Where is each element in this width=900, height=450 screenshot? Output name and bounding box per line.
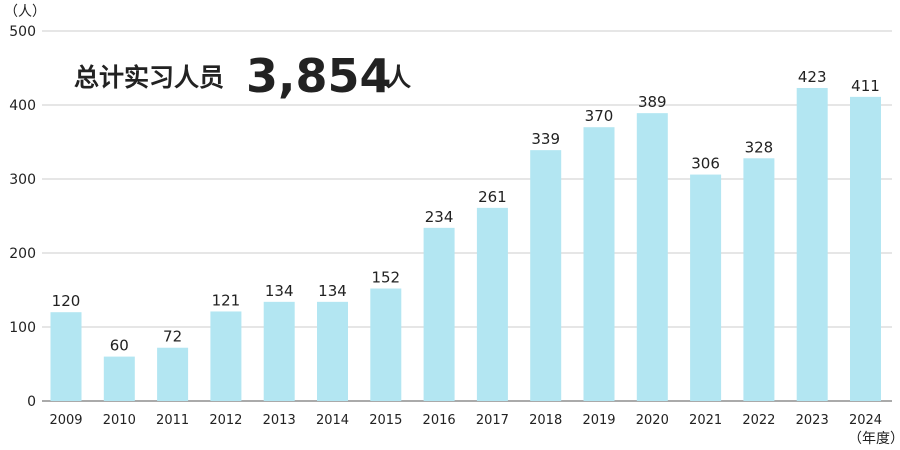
bar-value-label: 423 [798, 68, 827, 86]
bar-value-label: 234 [425, 208, 454, 226]
x-tick-label: 2011 [156, 413, 189, 428]
x-tick-label: 2023 [796, 413, 829, 428]
x-tick-label: 2018 [529, 413, 562, 428]
bar-value-label: 261 [478, 188, 507, 206]
bar-value-label: 370 [585, 107, 614, 125]
bar [317, 301, 348, 401]
x-tick-label: 2015 [369, 413, 402, 428]
bar [423, 227, 455, 401]
bar [263, 301, 295, 401]
bar [850, 96, 881, 402]
bar-value-label: 389 [638, 93, 667, 111]
bar-value-label: 339 [531, 130, 560, 148]
x-tick-label: 2022 [742, 413, 775, 428]
headline-unit: 人 [386, 63, 411, 92]
bar [583, 127, 615, 401]
bar-value-label: 328 [745, 138, 774, 156]
value-labels: 120 60 72 121 134 134 152 234 261 339 370 389 306 328… [52, 68, 880, 355]
x-tick-label: 2009 [49, 413, 82, 428]
y-tick-label: 100 [9, 320, 36, 336]
x-tick-label: 2024 [849, 413, 882, 428]
x-tick-label: 2016 [423, 413, 456, 428]
x-tick-label: 2019 [582, 413, 615, 428]
bar [157, 347, 189, 401]
bar-value-label: 411 [851, 77, 880, 95]
x-tick-label: 2020 [636, 413, 669, 428]
y-tick-label: 200 [9, 246, 36, 262]
bar-value-label: 306 [691, 155, 720, 173]
y-unit-label: （人） [4, 4, 46, 20]
y-axis-ticks: 0 100 200 300 400 500 [9, 24, 36, 410]
bar [370, 288, 402, 401]
headline-label: 总计实习人员 [74, 63, 224, 92]
bar [530, 150, 562, 401]
bar [50, 312, 82, 401]
x-tick-label: 2017 [476, 413, 509, 428]
y-tick-label: 0 [27, 394, 36, 410]
x-tick-label: 2013 [263, 413, 296, 428]
x-tick-label: 2012 [209, 413, 242, 428]
x-tick-label: 2010 [103, 413, 136, 428]
y-tick-label: 300 [9, 172, 36, 188]
bar-value-label: 120 [52, 292, 81, 310]
y-tick-label: 500 [9, 24, 36, 40]
bar [103, 356, 135, 401]
x-axis-ticks: 2009 2010 2011 2012 2013 2014 2015 2016 2017 2018… [49, 413, 882, 428]
bars [50, 87, 881, 402]
bar [636, 113, 668, 401]
bar [796, 87, 828, 401]
bar-value-label: 60 [110, 337, 129, 355]
bar-value-label: 121 [212, 291, 241, 309]
bar-value-label: 134 [265, 282, 294, 300]
bar-value-label: 152 [371, 269, 400, 287]
headline-number: 3,854 [246, 49, 392, 103]
bar-value-label: 134 [318, 282, 347, 300]
bar [690, 174, 722, 401]
bar [210, 311, 242, 401]
bar [743, 158, 775, 401]
x-unit-label: （年度） [848, 431, 900, 447]
x-tick-label: 2014 [316, 413, 349, 428]
headline: 总计实习人员 3,854 人 [74, 49, 411, 103]
y-tick-label: 400 [9, 98, 36, 114]
x-tick-label: 2021 [689, 413, 722, 428]
bar-value-label: 72 [163, 328, 182, 346]
bar [476, 207, 508, 401]
